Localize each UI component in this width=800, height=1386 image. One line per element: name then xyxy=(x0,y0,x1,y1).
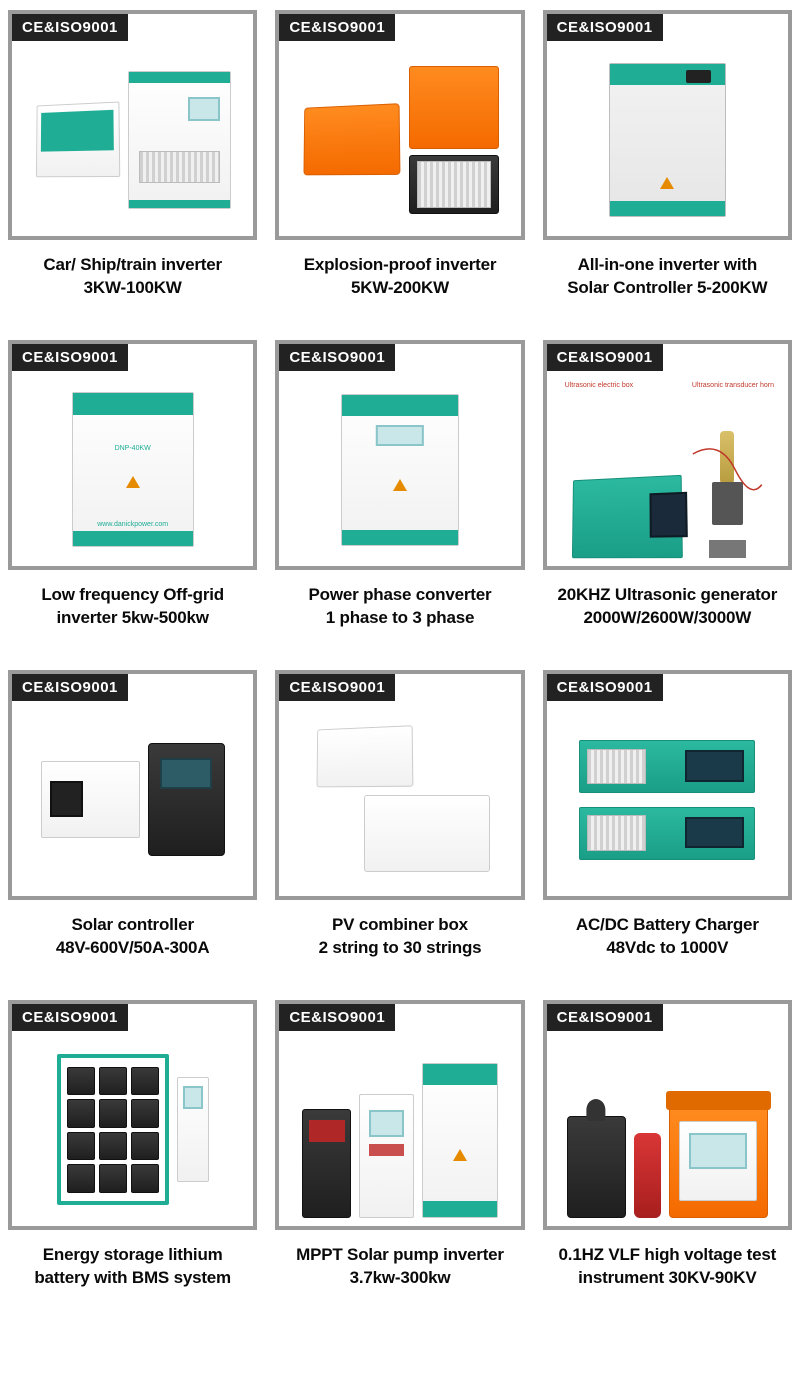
product-image xyxy=(547,1034,788,1226)
title-line: Low frequency Off-grid xyxy=(41,585,224,604)
product-card: CE&ISO9001 PV combiner box 2 string to 3… xyxy=(275,670,524,960)
title-line: 0.1HZ VLF high voltage test xyxy=(559,1245,777,1264)
product-card: CE&ISO9001 Explosion-proof inverter 5KW-… xyxy=(275,10,524,300)
product-title: Low frequency Off-grid inverter 5kw-500k… xyxy=(8,570,257,630)
product-title: 20KHZ Ultrasonic generator 2000W/2600W/3… xyxy=(543,570,792,630)
product-title: Power phase converter 1 phase to 3 phase xyxy=(275,570,524,630)
cert-badge: CE&ISO9001 xyxy=(279,14,395,41)
title-line: 5KW-200KW xyxy=(351,278,449,297)
cert-badge: CE&ISO9001 xyxy=(547,14,663,41)
product-title: All-in-one inverter with Solar Controlle… xyxy=(543,240,792,300)
title-line: 3.7kw-300kw xyxy=(350,1268,451,1287)
product-frame: CE&ISO9001 xyxy=(8,670,257,900)
cert-badge: CE&ISO9001 xyxy=(12,1004,128,1031)
product-title: MPPT Solar pump inverter 3.7kw-300kw xyxy=(275,1230,524,1290)
product-image xyxy=(279,704,520,896)
product-image: Ultrasonic electric box Ultrasonic trans… xyxy=(547,374,788,566)
title-line: instrument 30KV-90KV xyxy=(578,1268,756,1287)
title-line: 3KW-100KW xyxy=(84,278,182,297)
product-title: Explosion-proof inverter 5KW-200KW xyxy=(275,240,524,300)
cert-badge: CE&ISO9001 xyxy=(12,344,128,371)
product-frame: CE&ISO9001 Ultrasonic electric box Ultra… xyxy=(543,340,792,570)
title-line: Energy storage lithium xyxy=(43,1245,223,1264)
product-image xyxy=(279,374,520,566)
product-frame: CE&ISO9001 xyxy=(275,340,524,570)
cert-badge: CE&ISO9001 xyxy=(547,1004,663,1031)
title-line: Solar Controller 5-200KW xyxy=(567,278,767,297)
title-line: battery with BMS system xyxy=(34,1268,231,1287)
title-line: Explosion-proof inverter xyxy=(304,255,497,274)
product-title: AC/DC Battery Charger 48Vdc to 1000V xyxy=(543,900,792,960)
product-card: CE&ISO9001 MPPT Solar pump inverter 3.7k… xyxy=(275,1000,524,1290)
title-line: Car/ Ship/train inverter xyxy=(43,255,221,274)
product-image xyxy=(547,44,788,236)
product-frame: CE&ISO9001 xyxy=(543,670,792,900)
cert-badge: CE&ISO9001 xyxy=(547,344,663,371)
cert-badge: CE&ISO9001 xyxy=(547,674,663,701)
product-frame: CE&ISO9001 xyxy=(543,1000,792,1230)
product-card: CE&ISO9001 Solar controller 48V-600V/50A… xyxy=(8,670,257,960)
product-card: CE&ISO9001 Energy storage lithium batter… xyxy=(8,1000,257,1290)
product-frame: CE&ISO9001 xyxy=(275,670,524,900)
product-image xyxy=(279,1034,520,1226)
title-line: MPPT Solar pump inverter xyxy=(296,1245,504,1264)
product-card: CE&ISO9001 Ultrasonic electric box Ultra… xyxy=(543,340,792,630)
title-line: 2000W/2600W/3000W xyxy=(584,608,752,627)
product-title: PV combiner box 2 string to 30 strings xyxy=(275,900,524,960)
title-line: Power phase converter xyxy=(309,585,492,604)
product-frame: CE&ISO9001 xyxy=(8,1000,257,1230)
cert-badge: CE&ISO9001 xyxy=(12,674,128,701)
product-title: Solar controller 48V-600V/50A-300A xyxy=(8,900,257,960)
title-line: 48Vdc to 1000V xyxy=(606,938,728,957)
product-frame: CE&ISO9001 xyxy=(543,10,792,240)
product-title: Car/ Ship/train inverter 3KW-100KW xyxy=(8,240,257,300)
cert-badge: CE&ISO9001 xyxy=(12,14,128,41)
product-image xyxy=(12,1034,253,1226)
title-line: 1 phase to 3 phase xyxy=(326,608,475,627)
product-image xyxy=(12,704,253,896)
product-card: CE&ISO9001 DNP-40KW www.danickpower.com … xyxy=(8,340,257,630)
title-line: inverter 5kw-500kw xyxy=(57,608,209,627)
product-grid: CE&ISO9001 Car/ Ship/train inverter 3KW-… xyxy=(8,10,792,1290)
product-image: DNP-40KW www.danickpower.com xyxy=(12,374,253,566)
product-title: 0.1HZ VLF high voltage test instrument 3… xyxy=(543,1230,792,1290)
title-line: 20KHZ Ultrasonic generator xyxy=(558,585,778,604)
product-image xyxy=(279,44,520,236)
title-line: All-in-one inverter with xyxy=(578,255,757,274)
title-line: PV combiner box xyxy=(332,915,468,934)
cert-badge: CE&ISO9001 xyxy=(279,344,395,371)
title-line: 2 string to 30 strings xyxy=(319,938,482,957)
product-frame: CE&ISO9001 xyxy=(275,1000,524,1230)
cert-badge: CE&ISO9001 xyxy=(279,674,395,701)
product-image xyxy=(547,704,788,896)
title-line: AC/DC Battery Charger xyxy=(576,915,759,934)
product-card: CE&ISO9001 Power phase converter 1 phase… xyxy=(275,340,524,630)
product-title: Energy storage lithium battery with BMS … xyxy=(8,1230,257,1290)
cert-badge: CE&ISO9001 xyxy=(279,1004,395,1031)
product-image xyxy=(12,44,253,236)
title-line: 48V-600V/50A-300A xyxy=(56,938,210,957)
product-frame: CE&ISO9001 DNP-40KW www.danickpower.com xyxy=(8,340,257,570)
product-card: CE&ISO9001 All-in-one inverter with Sola… xyxy=(543,10,792,300)
annot: Ultrasonic transducer horn xyxy=(692,382,774,389)
product-card: CE&ISO9001 AC/DC Battery Charger 48Vdc t… xyxy=(543,670,792,960)
product-frame: CE&ISO9001 xyxy=(8,10,257,240)
annot: Ultrasonic electric box xyxy=(565,382,633,389)
product-card: CE&ISO9001 0.1HZ VLF high voltage test i… xyxy=(543,1000,792,1290)
product-frame: CE&ISO9001 xyxy=(275,10,524,240)
title-line: Solar controller xyxy=(71,915,193,934)
product-card: CE&ISO9001 Car/ Ship/train inverter 3KW-… xyxy=(8,10,257,300)
cable-icon xyxy=(689,431,766,508)
